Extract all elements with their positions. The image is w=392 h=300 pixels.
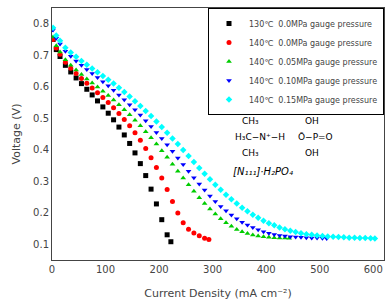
svg-text:400: 400 <box>257 264 276 275</box>
svg-text:130℃ 0.0MPa gauge pressure: 130℃ 0.0MPa gauge pressure <box>249 20 372 29</box>
svg-text:0.4: 0.4 <box>33 144 49 155</box>
svg-text:0.5: 0.5 <box>33 113 49 124</box>
svg-text:OH: OH <box>305 148 319 158</box>
svg-text:0.7: 0.7 <box>33 50 49 61</box>
svg-text:0.8: 0.8 <box>33 18 49 29</box>
svg-text:Current Density (mA cm⁻²): Current Density (mA cm⁻²) <box>144 287 291 300</box>
svg-text:600: 600 <box>364 264 383 275</box>
svg-text:500: 500 <box>310 264 329 275</box>
svg-text:300: 300 <box>203 264 222 275</box>
svg-text:0: 0 <box>49 264 55 275</box>
svg-text:0.2: 0.2 <box>33 207 49 218</box>
svg-text:0.6: 0.6 <box>33 81 49 92</box>
svg-text:Voltage (V): Voltage (V) <box>10 104 23 165</box>
svg-text:Ō−P=O: Ō−P=O <box>298 132 333 142</box>
svg-text:H₃C−N⁺−H: H₃C−N⁺−H <box>235 132 285 142</box>
svg-text:140℃ 0.0MPa gauge pressure: 140℃ 0.0MPa gauge pressure <box>249 39 372 48</box>
svg-text:0.1: 0.1 <box>33 239 49 250</box>
svg-text:100: 100 <box>96 264 115 275</box>
svg-text:0.3: 0.3 <box>33 176 49 187</box>
svg-text:200: 200 <box>150 264 169 275</box>
svg-text:140℃ 0.15MPa gauge pressure: 140℃ 0.15MPa gauge pressure <box>249 96 377 105</box>
svg-text:140℃ 0.10MPa gauge pressure: 140℃ 0.10MPa gauge pressure <box>249 77 377 86</box>
svg-text:CH₃: CH₃ <box>242 148 259 158</box>
svg-text:OH: OH <box>305 116 319 126</box>
svg-text:CH₃: CH₃ <box>242 116 259 126</box>
svg-text:[N₁₁₁]·H₂PO₄: [N₁₁₁]·H₂PO₄ <box>233 166 293 177</box>
svg-text:140℃ 0.05MPa gauge pressure: 140℃ 0.05MPa gauge pressure <box>249 58 377 67</box>
